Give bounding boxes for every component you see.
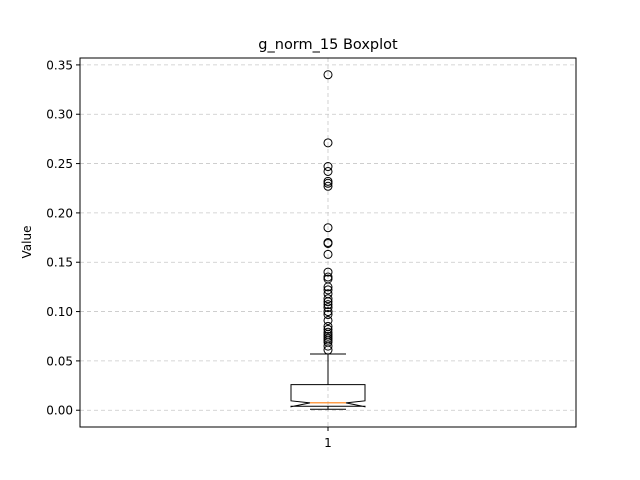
y-axis-label: Value bbox=[20, 226, 34, 259]
outlier-point bbox=[323, 181, 333, 191]
outlier-point bbox=[323, 223, 333, 233]
outlier-point bbox=[323, 300, 333, 310]
y-tick-label: 0.05 bbox=[46, 354, 73, 368]
y-tick-label: 0.10 bbox=[46, 305, 73, 319]
outlier-point bbox=[323, 70, 333, 80]
y-axis: 0.00 0.05 0.10 0.15 0.20 0.25 0.30 0.35 bbox=[46, 58, 80, 418]
plot-area bbox=[290, 70, 366, 410]
y-tick-label: 0.25 bbox=[46, 157, 73, 171]
outlier-point bbox=[323, 138, 333, 148]
y-tick-label: 0.00 bbox=[46, 404, 73, 418]
outlier-point bbox=[323, 310, 333, 320]
outlier-point bbox=[323, 166, 333, 176]
outlier-point bbox=[323, 341, 333, 351]
outlier-point bbox=[323, 162, 333, 172]
outlier-point bbox=[323, 267, 333, 277]
y-tick-label: 0.30 bbox=[46, 108, 73, 122]
outlier-point bbox=[323, 178, 333, 188]
outlier-point bbox=[323, 315, 333, 325]
chart-title: g_norm_15 Boxplot bbox=[258, 37, 398, 53]
outlier-point bbox=[323, 297, 333, 307]
outlier-point bbox=[323, 294, 333, 304]
outlier-point bbox=[323, 303, 333, 313]
outlier-point bbox=[323, 282, 333, 292]
y-tick-label: 0.20 bbox=[46, 206, 73, 220]
y-tick-label: 0.15 bbox=[46, 256, 73, 270]
outlier-point bbox=[323, 324, 333, 334]
outlier-point bbox=[323, 249, 333, 259]
outlier-point bbox=[323, 345, 333, 355]
outlier-point bbox=[323, 285, 333, 295]
outlier-point bbox=[323, 238, 333, 248]
box bbox=[290, 384, 366, 408]
outlier-point bbox=[323, 307, 333, 317]
x-tick-label: 1 bbox=[324, 436, 332, 450]
x-axis: 1 bbox=[324, 427, 332, 450]
y-tick-label: 0.35 bbox=[46, 58, 73, 72]
